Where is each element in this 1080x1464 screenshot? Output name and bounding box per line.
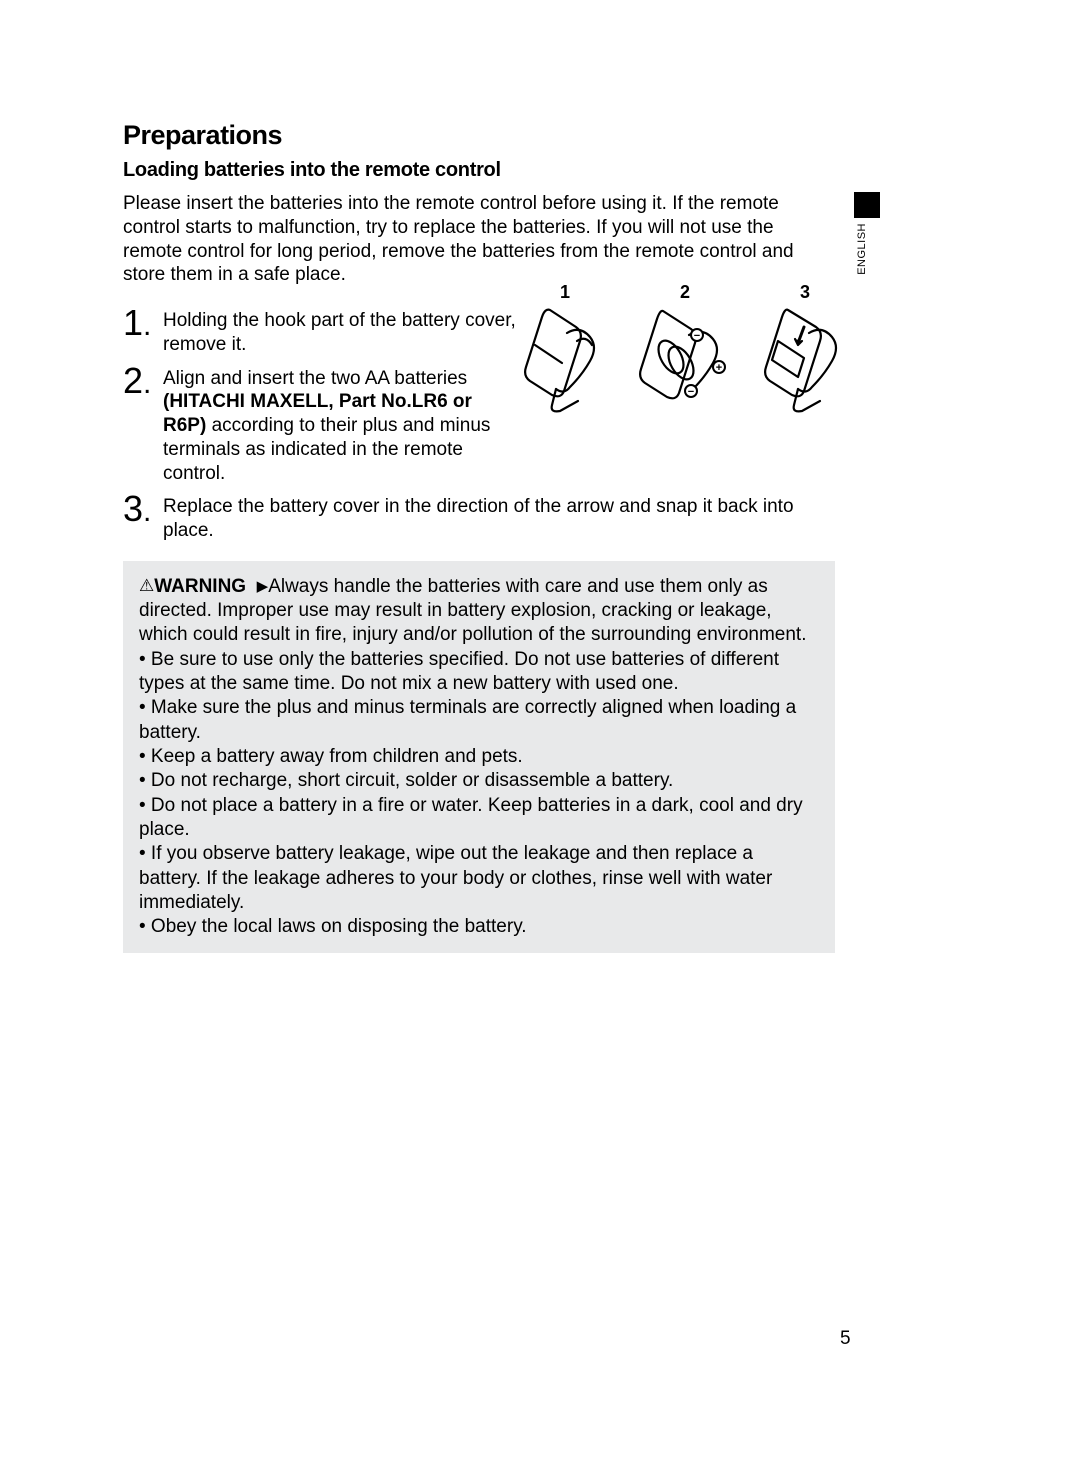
arrow-right-icon: ▶ — [257, 578, 269, 595]
illustration-row: 1 2 − + — [515, 282, 855, 412]
illustration-label: 1 — [515, 282, 615, 303]
section-subtitle: Loading batteries into the remote contro… — [123, 159, 835, 182]
svg-text:+: + — [716, 362, 722, 374]
warning-triangle-icon: ⚠ — [139, 576, 154, 595]
illustration-1: 1 — [515, 282, 615, 415]
section-title: Preparations — [123, 120, 835, 151]
illustration-label: 2 — [635, 282, 735, 303]
svg-text:−: − — [688, 386, 694, 398]
warning-box: ⚠WARNING ▶Always handle the batteries wi… — [123, 561, 835, 954]
warning-bullet: • If you observe battery leakage, wipe o… — [139, 842, 819, 915]
warning-bullet: • Do not recharge, short circuit, solder… — [139, 769, 819, 793]
step-text: Align and insert the two AA batteries (H… — [163, 363, 518, 486]
warning-bullet: • Do not place a battery in a fire or wa… — [139, 794, 819, 843]
side-language-label: ENGLISH — [856, 223, 868, 275]
step-number: 1. — [123, 305, 163, 341]
step-number: 2. — [123, 363, 163, 399]
remote-cover-icon — [760, 305, 850, 415]
step-text: Replace the battery cover in the directi… — [163, 491, 833, 543]
step-item: 3. Replace the battery cover in the dire… — [123, 491, 835, 543]
remote-hand-icon — [520, 305, 610, 415]
warning-bullets: • Be sure to use only the batteries spec… — [139, 648, 819, 940]
intro-paragraph: Please insert the batteries into the rem… — [123, 192, 835, 287]
svg-text:−: − — [694, 330, 700, 342]
warning-bullet: • Keep a battery away from children and … — [139, 745, 819, 769]
warning-bullet: • Obey the local laws on disposing the b… — [139, 915, 819, 939]
illustration-label: 3 — [755, 282, 855, 303]
warning-bullet: • Be sure to use only the batteries spec… — [139, 648, 819, 697]
warning-label: WARNING — [154, 576, 246, 597]
remote-batteries-icon: − + − — [637, 305, 733, 415]
warning-bullet: • Make sure the plus and minus terminals… — [139, 696, 819, 745]
illustration-2: 2 − + − — [635, 282, 735, 415]
side-tab-marker — [854, 192, 880, 218]
step-text: Holding the hook part of the battery cov… — [163, 305, 518, 357]
step-number: 3. — [123, 491, 163, 527]
manual-page: Preparations Loading batteries into the … — [123, 120, 835, 953]
page-number: 5 — [840, 1328, 851, 1350]
warning-lead: ⚠WARNING ▶Always handle the batteries wi… — [139, 575, 819, 648]
illustration-3: 3 — [755, 282, 855, 415]
